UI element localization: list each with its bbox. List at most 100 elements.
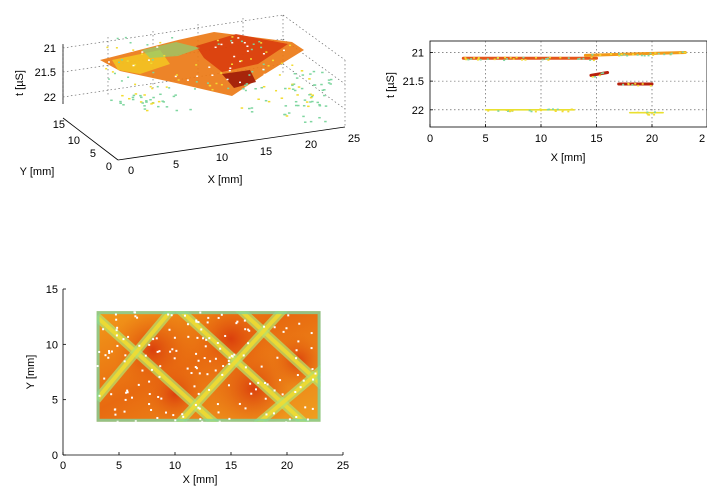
panel-3d-stray-points [110,70,333,123]
heatmap-dropout-pixel [235,322,238,325]
surface-speckle-point [111,71,114,73]
stray-point [149,98,152,101]
surface-speckle-point [116,37,119,40]
surface-speckle-point [151,87,154,90]
panel-3d-x-label: X [mm] [208,174,243,186]
surface-speckle-point [248,74,251,76]
surface-speckle-point [259,85,262,88]
series-point [643,54,646,57]
heatmap-dropout-pixel [181,413,184,416]
stray-point [157,100,161,103]
heatmap-dropout-pixel [282,330,285,333]
series-point [548,108,551,111]
stray-point [165,106,169,108]
series-point [618,54,621,57]
stray-point [293,89,297,92]
heatmap-dropout-pixel [138,344,141,347]
stray-point [260,86,264,89]
stray-point [323,89,326,91]
heatmap-dropout-pixel [156,350,159,353]
heatmap-dropout-pixel [110,350,113,353]
surface-speckle-point [271,59,274,62]
heatmap-dropout-pixel [295,357,298,360]
surface-speckle-point [239,81,242,84]
surface-speckle-point [278,74,281,76]
heatmap-dropout-pixel [243,319,246,322]
stray-point [313,84,317,86]
stray-point [262,85,266,88]
surface-speckle-point [231,36,234,38]
surface-speckle-point [266,84,269,87]
stray-point [297,86,301,88]
y-tick-label: 10 [68,135,80,147]
series-point [512,58,515,60]
surface-speckle-point [252,43,255,45]
heatmap-dropout-pixel [276,356,279,359]
heatmap-dropout-pixel [148,380,151,383]
heatmap-dropout-pixel [126,389,129,392]
panel-3d-y-label: Y [mm] [20,166,55,178]
surface-speckle-point [139,79,142,81]
heatmap-dropout-pixel [247,342,250,345]
series-point [465,58,468,61]
surface-speckle-point [275,89,278,92]
series-point [470,58,473,60]
heatmap-dropout-pixel [244,366,247,369]
stray-point [292,83,296,85]
series-point [654,52,657,54]
surface-speckle-point [117,61,120,64]
x-tick-label: 5 [482,133,488,145]
stray-point [267,100,271,103]
stray-point [301,74,305,76]
heatmap-dropout-pixel [98,350,101,353]
heatmap-dropout-pixel [244,407,247,410]
heatmap-dropout-pixel [203,357,206,360]
series-point [599,54,602,56]
series-point [567,57,570,59]
stray-point [320,83,323,86]
surface-speckle-point [159,41,162,44]
heatmap-dropout-pixel [287,314,290,317]
heatmap-dropout-pixel [220,313,223,316]
series-point [657,52,660,55]
surface-speckle-point [174,75,177,78]
surface-speckle-point [127,50,130,53]
heatmap-dropout-pixel [114,413,117,416]
stray-point [311,100,314,103]
stray-point [161,100,164,102]
series-point [522,56,525,59]
heatmap-dropout-pixel [216,403,219,406]
stray-point [312,70,316,73]
series-point [479,58,482,61]
surface-speckle-point [131,50,134,52]
surface-speckle-point [152,71,155,74]
surface-speckle-point [283,68,286,70]
x-tick-label: 20 [281,460,293,472]
heatmap-dropout-pixel [273,389,276,392]
y-tick-label: 15 [53,119,65,131]
series-point [497,110,500,112]
surface-speckle-point [108,79,111,82]
stray-point [308,93,311,96]
heatmap-dropout-pixel [152,338,155,341]
series-point [636,111,639,114]
x-tick-label: 5 [173,159,179,171]
stray-point [284,105,288,107]
surface-speckle-point [280,62,283,65]
z-tick-label: 21.5 [35,67,56,79]
stray-point [295,77,299,79]
heatmap-hatch-core [178,311,307,422]
heatmap-hatch-core [96,311,173,401]
series-point [622,83,625,86]
series-segment [589,71,610,77]
stray-point [240,107,244,109]
surface-speckle-point [195,81,198,83]
heatmap-dropout-pixel [218,420,221,422]
heatmap-dropout-pixel [302,379,305,382]
x-tick-label: 15 [590,133,602,145]
heatmap-dropout-pixel [115,334,118,337]
panel-3d-z-ticks: 21 21.5 22 [35,43,56,104]
stray-point [145,100,148,102]
heatmap-dropout-pixel [172,414,175,417]
